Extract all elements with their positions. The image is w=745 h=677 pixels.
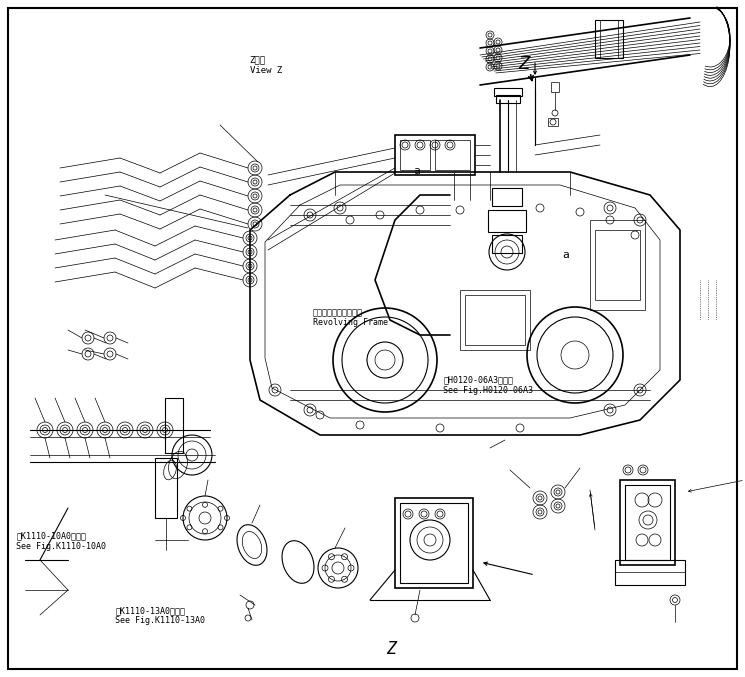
Bar [488,210,526,232]
Bar [400,140,430,170]
Text: a: a [562,250,569,261]
Bar [494,88,522,96]
Bar [496,95,520,103]
Bar [492,188,522,206]
Bar [465,295,525,345]
Bar [615,560,685,585]
Bar [400,503,468,583]
Bar [595,20,623,58]
Text: a: a [413,166,420,176]
Bar [620,480,675,565]
Bar [395,135,475,175]
Bar [551,82,559,92]
Bar [460,290,530,350]
Text: Z: Z [386,640,396,658]
Bar [590,220,645,310]
Bar [548,118,558,126]
Bar [155,458,177,518]
Text: 笮H0120-06A3図参図
See Fig.H0120-06A3: 笮H0120-06A3図参図 See Fig.H0120-06A3 [443,376,533,395]
Bar [165,398,183,453]
Bar [395,498,473,588]
Text: Z　視
View Z: Z 視 View Z [250,56,282,75]
Text: 笮K1110-10A0図参照
See Fig.K1110-10A0: 笮K1110-10A0図参照 See Fig.K1110-10A0 [16,531,107,551]
Bar [595,230,640,300]
Text: Z: Z [518,55,530,73]
Text: レボルビングフレーム
Revolving Frame: レボルビングフレーム Revolving Frame [313,308,388,328]
Bar [435,140,470,170]
Bar [625,485,670,560]
Bar [492,235,522,253]
Text: 笮K1110-13A0図参照
See Fig.K1110-13A0: 笮K1110-13A0図参照 See Fig.K1110-13A0 [115,606,206,626]
